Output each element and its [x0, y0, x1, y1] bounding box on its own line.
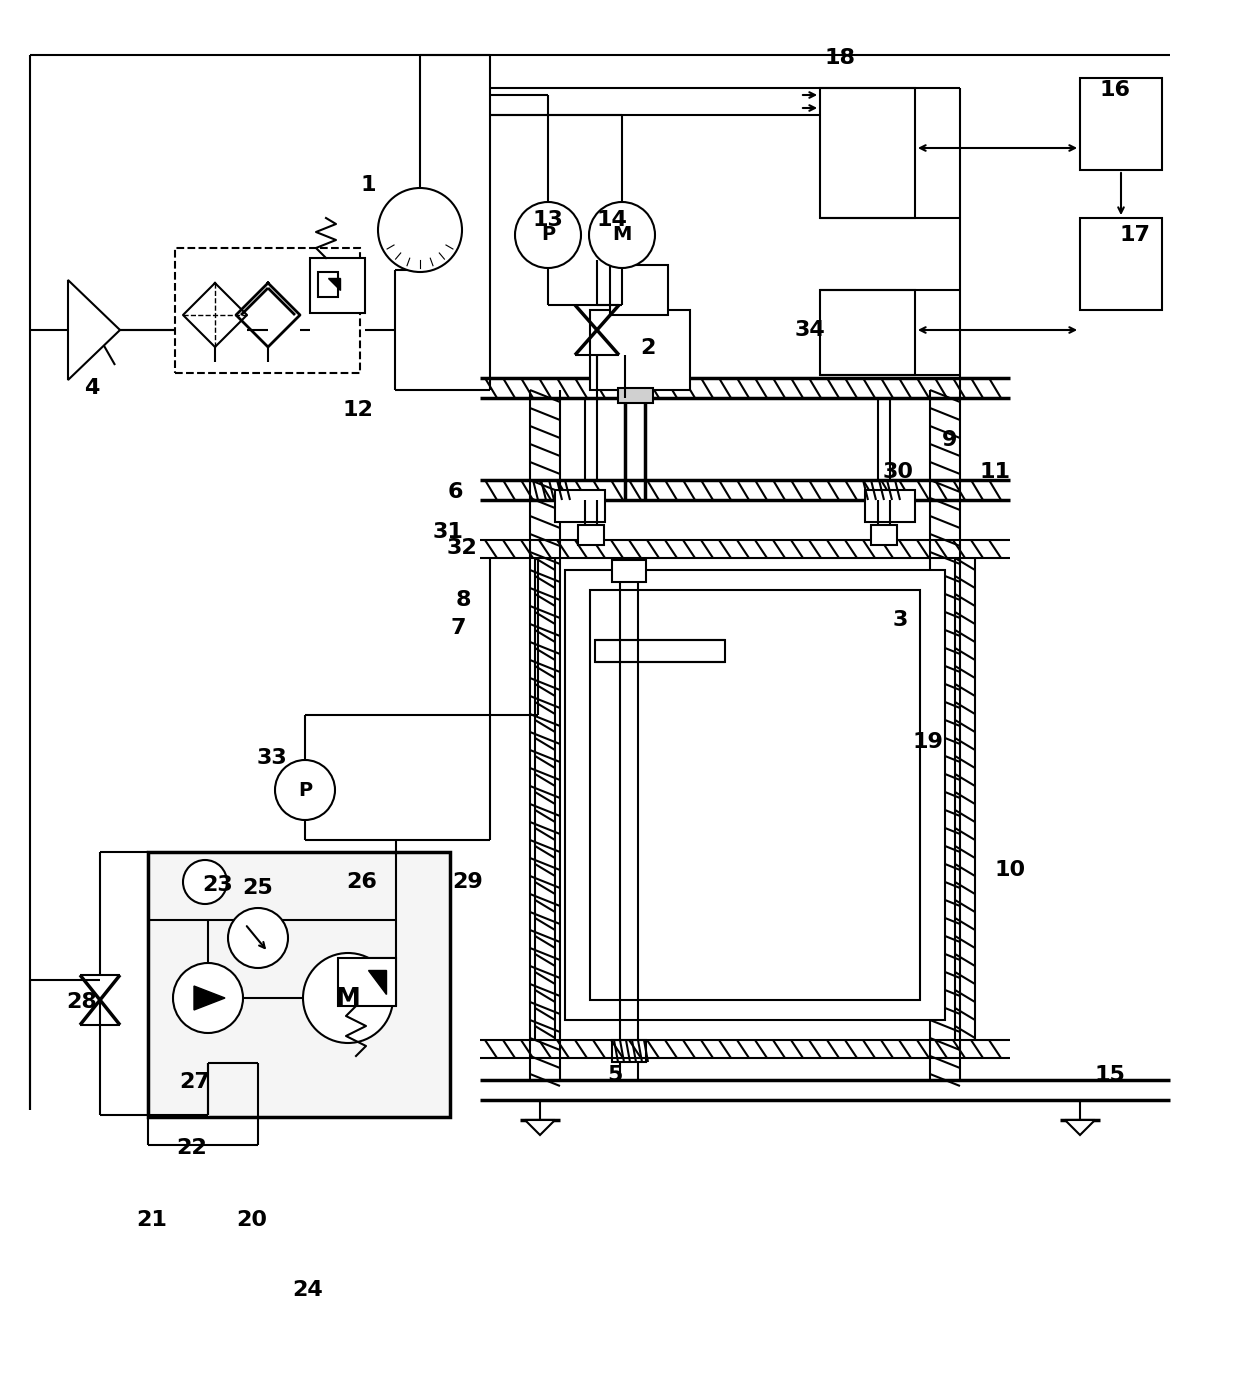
- Text: 28: 28: [67, 992, 98, 1011]
- Text: 21: 21: [136, 1209, 167, 1230]
- Bar: [613, 1041, 646, 1062]
- Bar: [310, 258, 365, 312]
- Text: 24: 24: [293, 1281, 324, 1300]
- Text: 26: 26: [346, 872, 377, 891]
- Bar: [339, 958, 396, 1006]
- Text: 20: 20: [237, 1209, 268, 1230]
- Circle shape: [589, 202, 655, 268]
- Text: 12: 12: [342, 400, 373, 420]
- Bar: [556, 490, 605, 522]
- Text: 27: 27: [180, 1071, 211, 1092]
- Circle shape: [184, 859, 227, 904]
- Text: 6: 6: [448, 483, 463, 502]
- Text: 18: 18: [825, 47, 856, 68]
- Text: 23: 23: [202, 875, 233, 896]
- Text: 22: 22: [176, 1138, 207, 1158]
- Bar: [820, 290, 915, 375]
- Text: 33: 33: [257, 748, 288, 769]
- Bar: [565, 571, 945, 1020]
- Text: 1: 1: [361, 174, 376, 195]
- Bar: [317, 272, 339, 297]
- Text: 30: 30: [883, 462, 914, 483]
- Text: 32: 32: [446, 538, 477, 558]
- Text: 13: 13: [532, 211, 563, 230]
- Text: M: M: [336, 986, 361, 1010]
- Circle shape: [174, 963, 243, 1034]
- Bar: [175, 248, 360, 372]
- Bar: [595, 640, 725, 663]
- Text: 10: 10: [994, 859, 1025, 880]
- Text: 16: 16: [1100, 80, 1131, 100]
- Bar: [148, 852, 450, 1117]
- Text: 8: 8: [455, 590, 471, 610]
- Text: 25: 25: [243, 877, 273, 898]
- Bar: [618, 388, 653, 403]
- Text: 2: 2: [640, 338, 656, 359]
- Text: P: P: [298, 780, 312, 799]
- Text: 9: 9: [942, 430, 957, 451]
- Text: 34: 34: [795, 319, 826, 340]
- Polygon shape: [368, 970, 386, 995]
- Bar: [578, 525, 604, 545]
- Bar: [870, 525, 897, 545]
- Polygon shape: [1065, 1120, 1095, 1136]
- Text: 3: 3: [893, 610, 908, 631]
- Polygon shape: [329, 278, 340, 290]
- Circle shape: [303, 953, 393, 1043]
- Circle shape: [515, 202, 582, 268]
- Polygon shape: [525, 1120, 556, 1136]
- Text: 11: 11: [980, 462, 1011, 483]
- Text: 5: 5: [608, 1064, 622, 1085]
- Bar: [820, 88, 915, 218]
- Bar: [590, 310, 689, 391]
- Bar: [1080, 78, 1162, 170]
- Bar: [1080, 218, 1162, 310]
- Text: M: M: [613, 226, 631, 244]
- Text: 31: 31: [433, 522, 464, 543]
- Text: 14: 14: [596, 211, 627, 230]
- Text: 29: 29: [453, 872, 484, 891]
- Circle shape: [378, 188, 463, 272]
- Bar: [866, 490, 915, 522]
- Circle shape: [228, 908, 288, 968]
- Polygon shape: [68, 280, 120, 379]
- Circle shape: [275, 760, 335, 820]
- Text: 7: 7: [450, 618, 466, 638]
- Text: 17: 17: [1120, 225, 1151, 246]
- Bar: [613, 559, 646, 582]
- Bar: [610, 265, 668, 315]
- Text: 4: 4: [84, 378, 99, 398]
- Text: 15: 15: [1095, 1064, 1126, 1085]
- Bar: [590, 590, 920, 1000]
- Polygon shape: [193, 986, 224, 1010]
- Text: 19: 19: [913, 732, 944, 752]
- Text: P: P: [541, 226, 556, 244]
